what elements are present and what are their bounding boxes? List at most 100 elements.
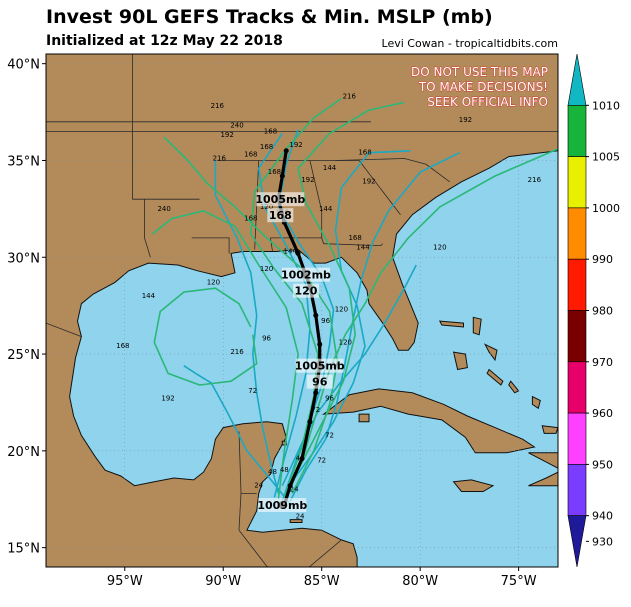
lon-tick-label: 85°W	[304, 574, 340, 589]
colorbar-segment	[567, 412, 587, 465]
pressure-label: 1009mb	[257, 499, 307, 512]
ensemble-track	[285, 148, 558, 500]
lat-tick-label: 30°N	[7, 251, 40, 266]
mean-track-point	[307, 419, 313, 425]
colorbar-tick-label: 930	[592, 535, 613, 548]
border-line	[238, 492, 257, 531]
acklins-land	[531, 395, 541, 410]
colorbar-segment	[567, 258, 587, 311]
isle-of-youth-land	[358, 413, 370, 423]
hour-label: 144	[319, 205, 333, 213]
grand-bahama-land	[438, 320, 464, 328]
ensemble-tracks	[151, 97, 558, 510]
pressure-label-bg	[281, 267, 330, 282]
colorbar-tick-label: 970	[592, 356, 613, 369]
ensemble-track	[250, 97, 342, 498]
hour-label: 144	[283, 247, 297, 255]
hour-label: 144	[356, 244, 370, 252]
lon-tick-label: 95°W	[107, 574, 143, 589]
hour-label: 168	[244, 214, 257, 222]
hour-label: 168	[116, 342, 129, 350]
hour-label: 24	[290, 486, 299, 494]
warning-line-1: DO NOT USE THIS MAP	[411, 65, 548, 79]
hour-marker-bg	[292, 283, 319, 298]
mean-track-point	[299, 456, 305, 462]
ensemble-track	[214, 160, 280, 494]
colorbar-segment	[567, 207, 587, 260]
hour-label: 144	[323, 164, 337, 172]
hour-label: 192	[220, 131, 233, 139]
border-line	[238, 529, 268, 567]
lat-tick-label: 40°N	[7, 58, 40, 73]
hour-label: 120	[433, 244, 446, 252]
pressure-label-bg	[256, 192, 305, 207]
hour-marker: 96	[312, 376, 328, 389]
hour-label: 24	[296, 513, 305, 521]
hour-label: 168	[264, 127, 277, 135]
mean-track-point	[317, 341, 323, 347]
warning-line-3: SEEK OFFICIAL INFO	[427, 95, 548, 109]
hour-label: 120	[260, 265, 273, 273]
hour-label: 192	[362, 178, 375, 186]
colorbar-segment	[567, 515, 587, 568]
ensemble-track	[183, 365, 295, 510]
map-title: Invest 90L GEFS Tracks & Min. MSLP (mb)	[46, 6, 493, 28]
andros-land	[452, 351, 468, 371]
mean-track-point	[279, 173, 285, 179]
hour-label: 192	[459, 116, 472, 124]
mean-track-point	[313, 390, 319, 396]
hour-label: 240	[230, 122, 243, 130]
hour-label: 168	[268, 168, 281, 176]
hour-label: 24	[254, 482, 263, 490]
hour-label: 120	[339, 338, 352, 346]
credit: Levi Cowan - tropicaltidbits.com	[381, 37, 558, 50]
lon-tick-label: 80°W	[402, 574, 438, 589]
hour-label: 216	[343, 93, 357, 101]
colorbar-tick-label: 1005	[592, 151, 620, 164]
ensemble-track	[285, 150, 411, 491]
bay-islands-land	[289, 519, 303, 523]
mean-track-point	[295, 250, 301, 256]
hour-label: 96	[325, 395, 334, 403]
abaco-land	[472, 316, 482, 336]
hour-label: 72	[248, 387, 257, 395]
pressure-label: 1005mb	[295, 360, 345, 373]
hour-marker: 168	[269, 209, 292, 222]
init-time: Initialized at 12z May 22 2018	[46, 33, 283, 49]
colorbar-tick-label: 980	[592, 305, 613, 318]
hour-label: 120	[207, 278, 220, 286]
ensemble-track	[291, 101, 405, 483]
border-line	[46, 322, 82, 337]
cuba-land	[322, 388, 536, 454]
border-line	[335, 158, 450, 183]
disclaimer: DO NOT USE THIS MAP TO MAKE DECISIONS! S…	[411, 65, 549, 110]
border-line	[321, 237, 383, 247]
mean-track-point	[283, 148, 289, 154]
lat-tick-label: 25°N	[7, 348, 40, 363]
hour-label: 168	[358, 149, 371, 157]
colorbar-segment	[567, 105, 587, 157]
hour-label: 240	[157, 205, 170, 213]
border-line	[238, 431, 242, 494]
eleuthera-land	[483, 343, 498, 362]
pressure-label-bg	[258, 498, 307, 513]
border-line	[308, 539, 342, 567]
ensemble-track	[257, 132, 311, 498]
colorbar-tick-label: 960	[592, 407, 613, 420]
hour-label: 48	[268, 468, 277, 476]
hispaniola-land	[528, 452, 558, 487]
landmass-group	[46, 54, 558, 567]
pressure-colorbar: 1010 1005 1000 990 980 970 960 950 940 930	[567, 53, 620, 568]
hour-label: 168	[260, 143, 273, 151]
north-america-land	[46, 54, 558, 567]
hour-label: 72	[325, 431, 334, 439]
colorbar-tick-label: 940	[592, 510, 613, 523]
warning-line-2: TO MAKE DECISIONS!	[418, 80, 548, 94]
hour-marker-bg	[306, 374, 333, 389]
colorbar-tick-label: 1000	[592, 202, 620, 215]
hour-label: 48	[296, 455, 305, 463]
hour-label: 216	[211, 102, 225, 110]
